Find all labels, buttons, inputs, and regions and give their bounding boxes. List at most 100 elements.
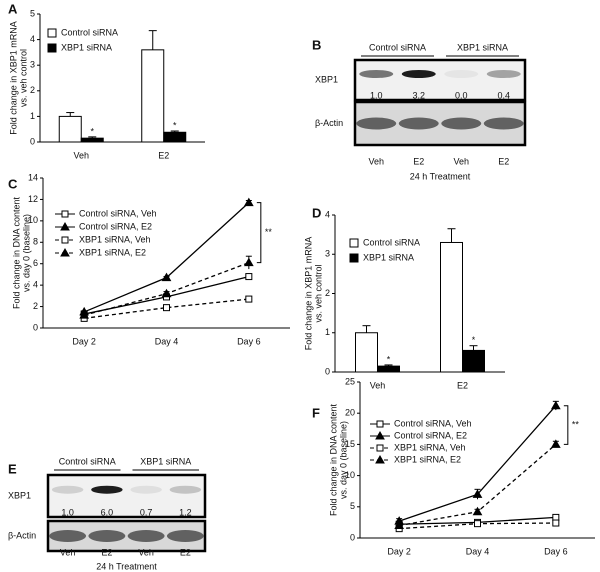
lane-label: Veh — [453, 156, 469, 166]
band — [401, 70, 436, 78]
y-tick-label: 2 — [30, 85, 35, 95]
bar — [377, 365, 400, 373]
marker — [243, 197, 254, 207]
legend-label: XBP1 siRNA — [363, 252, 414, 262]
marker — [472, 506, 483, 516]
x-tick-label: Day 4 — [155, 336, 179, 346]
lane-label: E2 — [413, 156, 424, 166]
marker — [394, 520, 405, 530]
marker — [163, 304, 170, 312]
blot-frame — [46, 473, 207, 519]
legend-marker — [61, 236, 69, 244]
lane-label: Veh — [60, 547, 76, 557]
y-tick-label: 4 — [30, 34, 35, 44]
band — [166, 530, 204, 542]
x-tick-label: Day 6 — [544, 546, 568, 556]
quantification: 0.7 — [140, 507, 153, 517]
band — [483, 117, 524, 130]
legend-label: Control siRNA, Veh — [79, 208, 157, 218]
group-label: Control siRNA — [59, 456, 116, 466]
legend-swatch — [349, 253, 359, 263]
lane-label: E2 — [498, 156, 509, 166]
band — [359, 70, 394, 78]
panel-label: F — [312, 405, 320, 420]
group-label: XBP1 siRNA — [457, 42, 508, 52]
row-label: β-Actin — [315, 118, 343, 128]
legend-swatch — [47, 43, 57, 53]
y-tick-label: 5 — [350, 501, 355, 511]
blot-frame — [353, 58, 527, 102]
marker — [472, 489, 483, 498]
y-tick-label: 0 — [325, 366, 330, 376]
row-label: XBP1 — [315, 74, 338, 84]
marker — [161, 288, 172, 298]
y-axis-label: vs. veh control — [18, 49, 28, 107]
y-axis-label: Fold change in XBP1 mRNA — [8, 21, 18, 135]
y-tick-label: 8 — [33, 237, 38, 247]
x-tick-label: Day 6 — [237, 336, 261, 346]
y-tick-label: 5 — [30, 8, 35, 18]
bar — [440, 241, 463, 373]
legend-marker — [61, 210, 69, 218]
band — [91, 485, 123, 494]
lane-label: Veh — [368, 156, 384, 166]
y-tick-label: 1 — [30, 111, 35, 121]
panel-label: D — [312, 205, 321, 220]
band — [127, 530, 165, 542]
y-tick-label: 10 — [28, 215, 38, 225]
legend-marker — [375, 430, 385, 440]
x-tick-label: Veh — [370, 380, 386, 390]
significance: * — [90, 126, 94, 136]
legend-label: XBP1 siRNA, Veh — [394, 442, 466, 452]
legend-label: XBP1 siRNA, E2 — [394, 454, 461, 464]
legend-marker — [376, 420, 384, 428]
x-tick-label: Day 4 — [466, 546, 490, 556]
row-label: XBP1 — [8, 490, 31, 500]
significance: * — [472, 335, 476, 345]
legend-swatch — [349, 238, 359, 248]
y-tick-label: 4 — [33, 280, 38, 290]
band — [356, 117, 397, 130]
bracket-label: ** — [572, 419, 580, 429]
y-tick-label: 2 — [33, 301, 38, 311]
legend-label: XBP1 siRNA, E2 — [79, 247, 146, 257]
y-tick-label: 15 — [345, 439, 355, 449]
y-axis-label: vs. day 0 (baseline) — [21, 214, 31, 292]
bar — [58, 115, 82, 143]
marker — [552, 513, 560, 521]
quantification: 1.2 — [179, 507, 192, 517]
band — [441, 117, 482, 130]
y-tick-label: 0 — [30, 136, 35, 146]
band — [486, 70, 521, 78]
legend-marker — [60, 247, 70, 257]
bar — [163, 131, 187, 143]
lane-label: Veh — [138, 547, 154, 557]
blot-footer: 24 h Treatment — [410, 171, 471, 181]
x-tick-label: E2 — [158, 150, 169, 160]
quantification: 1.0 — [61, 507, 74, 517]
group-label: XBP1 siRNA — [140, 456, 191, 466]
y-axis-label: Fold change in DNA content — [328, 403, 338, 516]
marker — [550, 400, 561, 410]
bracket-label: ** — [265, 227, 273, 237]
marker — [550, 439, 561, 448]
marker — [245, 273, 253, 281]
marker — [79, 310, 90, 319]
panel-label: A — [8, 1, 18, 16]
legend-label: XBP1 siRNA, Veh — [79, 234, 151, 244]
group-label: Control siRNA — [369, 42, 426, 52]
band — [130, 485, 162, 494]
marker — [245, 295, 253, 303]
y-axis-label: Fold change in XBP1 mRNA — [303, 237, 313, 351]
y-tick-label: 4 — [325, 209, 330, 219]
quantification: 1.0 — [370, 90, 383, 100]
significance: * — [173, 120, 177, 130]
y-tick-label: 2 — [325, 288, 330, 298]
quantification: 6.0 — [101, 507, 114, 517]
bracket — [563, 405, 569, 445]
bracket — [256, 202, 262, 264]
band — [398, 117, 439, 130]
bar — [80, 137, 104, 143]
band — [169, 485, 202, 494]
